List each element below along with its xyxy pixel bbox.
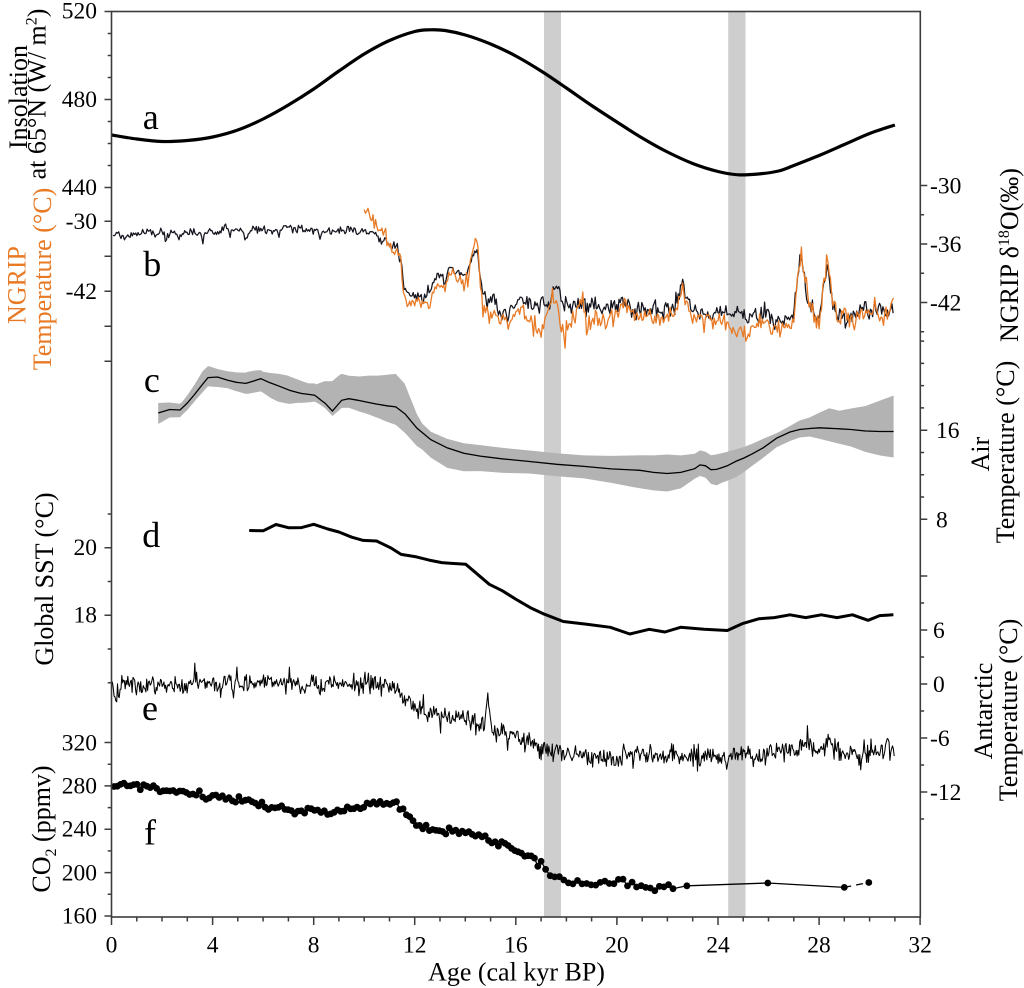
svg-text:e: e — [142, 688, 158, 728]
svg-text:24: 24 — [706, 933, 730, 959]
svg-text:Age (cal kyr BP): Age (cal kyr BP) — [428, 958, 605, 987]
svg-text:-36: -36 — [930, 232, 962, 258]
svg-text:Antarctic: Antarctic — [969, 663, 998, 760]
svg-text:Global SST (°C): Global SST (°C) — [30, 492, 59, 665]
svg-text:16: 16 — [936, 418, 960, 444]
svg-text:CO2 (ppmv): CO2 (ppmv) — [27, 765, 60, 892]
svg-text:-6: -6 — [930, 726, 950, 752]
svg-text:200: 200 — [62, 861, 97, 887]
svg-text:320: 320 — [62, 731, 97, 757]
svg-text:160: 160 — [62, 904, 97, 930]
svg-text:8: 8 — [936, 507, 948, 533]
svg-text:f: f — [144, 813, 156, 853]
svg-text:4: 4 — [207, 933, 219, 959]
svg-text:NGRIP: NGRIP — [3, 246, 32, 324]
svg-text:280: 280 — [62, 774, 97, 800]
svg-text:-42: -42 — [930, 291, 961, 317]
svg-text:Air: Air — [966, 436, 995, 471]
svg-text:-30: -30 — [66, 209, 97, 235]
svg-text:0: 0 — [933, 672, 945, 698]
svg-text:Temperature (°C): Temperature (°C) — [28, 188, 57, 371]
svg-text:Temperature (°C): Temperature (°C) — [991, 361, 1020, 544]
svg-text:-30: -30 — [930, 174, 961, 200]
svg-text:at 65°N (W/ m2): at 65°N (W/ m2) — [23, 9, 52, 180]
svg-text:28: 28 — [807, 933, 831, 959]
svg-text:480: 480 — [62, 87, 97, 113]
svg-text:NGRIP δ18O(‰): NGRIP δ18O(‰) — [995, 168, 1024, 342]
svg-text:Temperature (°C): Temperature (°C) — [994, 619, 1023, 802]
svg-text:0: 0 — [106, 933, 118, 959]
svg-text:16: 16 — [504, 933, 528, 959]
svg-text:20: 20 — [74, 535, 98, 561]
svg-text:20: 20 — [605, 933, 629, 959]
svg-text:b: b — [143, 244, 161, 284]
svg-text:520: 520 — [62, 0, 97, 25]
svg-text:32: 32 — [908, 933, 932, 959]
svg-text:8: 8 — [308, 933, 320, 959]
svg-text:440: 440 — [62, 175, 97, 201]
svg-text:Insolation: Insolation — [4, 45, 33, 149]
svg-text:-42: -42 — [66, 279, 97, 305]
svg-text:-12: -12 — [930, 780, 961, 806]
svg-text:12: 12 — [403, 933, 427, 959]
svg-text:d: d — [142, 515, 160, 555]
svg-text:18: 18 — [74, 603, 98, 629]
svg-text:6: 6 — [933, 618, 945, 644]
svg-text:a: a — [143, 97, 159, 137]
svg-text:240: 240 — [62, 817, 97, 843]
svg-text:c: c — [144, 360, 160, 400]
